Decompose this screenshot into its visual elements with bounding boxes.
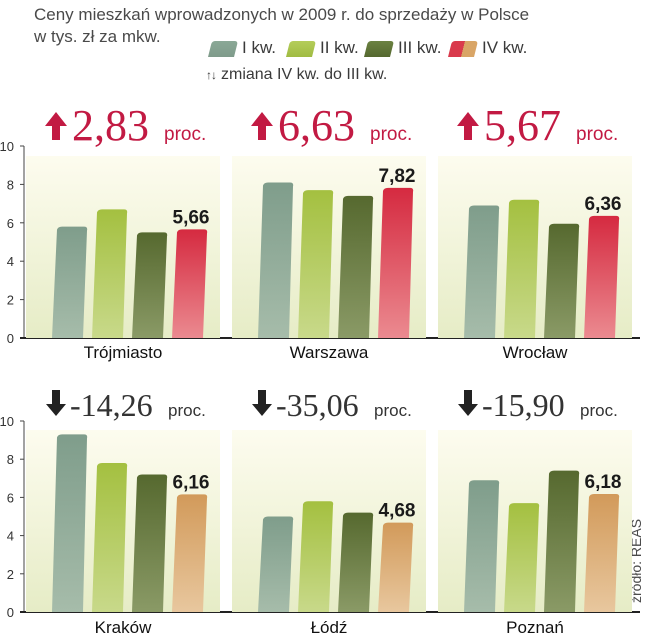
change-unit: proc. [374, 401, 412, 420]
change-value: 2,83 [72, 101, 149, 150]
change-unit: proc. [576, 124, 618, 145]
bar-q3 [544, 223, 580, 338]
chart-title: Ceny mieszkań wprowadzonych w 2009 r. do… [34, 4, 529, 48]
category-label: Poznań [506, 618, 564, 637]
arrow-up-icon [251, 112, 273, 140]
arrow-down-icon [46, 390, 66, 416]
bar-q1 [464, 205, 500, 338]
panel-1: 5,66 Trójmiasto 2,83 proc. [26, 101, 220, 362]
data-label-q4: 4,68 [379, 501, 416, 522]
bar-q1 [52, 226, 88, 338]
category-label: Trójmiasto [84, 343, 163, 362]
change-note-text: zmiana IV kw. do III kw. [221, 66, 388, 83]
legend-label-q1: I kw. [242, 38, 277, 57]
change-value: -14,26 [70, 387, 153, 423]
bar-q4 [584, 215, 620, 338]
change-unit: proc. [164, 124, 206, 145]
change-value: 6,63 [278, 101, 355, 150]
change-value: -15,90 [482, 387, 565, 423]
bar-q1 [258, 182, 294, 338]
bar-q2 [92, 463, 128, 612]
arrow-up-icon [45, 112, 67, 140]
panel-6: 6,18 Poznań -15,90 proc. [438, 387, 632, 637]
bar-q3 [132, 474, 168, 612]
y-tick-label: 0 [7, 331, 14, 346]
bar-q4 [172, 494, 208, 612]
arrow-up-icon [457, 112, 479, 140]
y-tick-label: 4 [7, 529, 14, 544]
title-line-2: w tys. zł za mkw. [34, 27, 161, 46]
legend-item-q2: II kw. [286, 38, 359, 58]
panel-3: 6,36 Wrocław 5,67 proc. [438, 101, 632, 362]
y-tick-label: 4 [7, 254, 14, 269]
title-line-1: Ceny mieszkań wprowadzonych w 2009 r. do… [34, 5, 530, 24]
bar-q4 [378, 522, 414, 612]
bar-q2 [298, 190, 334, 338]
bar-q2 [92, 209, 128, 338]
data-label-q4: 6,16 [173, 472, 210, 493]
bar-q3 [544, 470, 580, 612]
bar-q2 [504, 199, 540, 338]
legend-label-q3: III kw. [398, 38, 442, 57]
bar-q4 [584, 493, 620, 612]
y-tick-label: 10 [0, 414, 14, 429]
legend-item-q4: IV kw. [448, 38, 528, 58]
legend-label-q4: IV kw. [482, 38, 528, 57]
panel-2: 7,82 Warszawa 6,63 proc. [232, 101, 426, 362]
bar-q3 [338, 512, 374, 612]
y-tick-label: 2 [7, 567, 14, 582]
arrow-down-icon [458, 390, 478, 416]
change-unit: proc. [168, 401, 206, 420]
bar-q3 [132, 232, 168, 338]
change-unit: proc. [370, 124, 412, 145]
change-arrows-icon: ↑↓ [206, 68, 217, 82]
category-label: Warszawa [290, 343, 369, 362]
bar-q4 [172, 229, 208, 338]
bar-q3 [338, 195, 374, 338]
category-label: Łódź [311, 618, 348, 637]
data-label-q4: 6,36 [585, 194, 622, 215]
legend-item-q1: I kw. [208, 38, 277, 58]
change-unit: proc. [580, 401, 618, 420]
data-label-q4: 5,66 [173, 207, 210, 228]
bar-q1 [258, 516, 294, 612]
category-label: Kraków [95, 618, 152, 637]
y-tick-label: 8 [7, 177, 14, 192]
change-note: ↑↓ zmiana IV kw. do III kw. [206, 66, 387, 84]
bar-q4 [378, 187, 414, 338]
arrow-down-icon [252, 390, 272, 416]
y-tick-label: 0 [7, 605, 14, 620]
change-value: 5,67 [484, 101, 561, 150]
panel-4: 6,16 Kraków -14,26 proc. [26, 387, 220, 637]
y-tick-label: 10 [0, 139, 14, 154]
bar-q1 [52, 434, 88, 612]
change-value: -35,06 [276, 387, 359, 423]
data-label-q4: 6,18 [585, 472, 622, 493]
bar-q2 [504, 503, 540, 612]
data-label-q4: 7,82 [379, 166, 416, 187]
y-tick-label: 2 [7, 293, 14, 308]
category-label: Wrocław [503, 343, 569, 362]
bar-q2 [298, 501, 334, 612]
y-tick-label: 6 [7, 490, 14, 505]
y-tick-label: 6 [7, 216, 14, 231]
legend-item-q3: III kw. [364, 38, 442, 58]
bar-q1 [464, 480, 500, 612]
y-tick-label: 8 [7, 452, 14, 467]
legend-label-q2: II kw. [320, 38, 359, 57]
panel-5: 4,68 Łódź -35,06 proc. [232, 387, 426, 637]
